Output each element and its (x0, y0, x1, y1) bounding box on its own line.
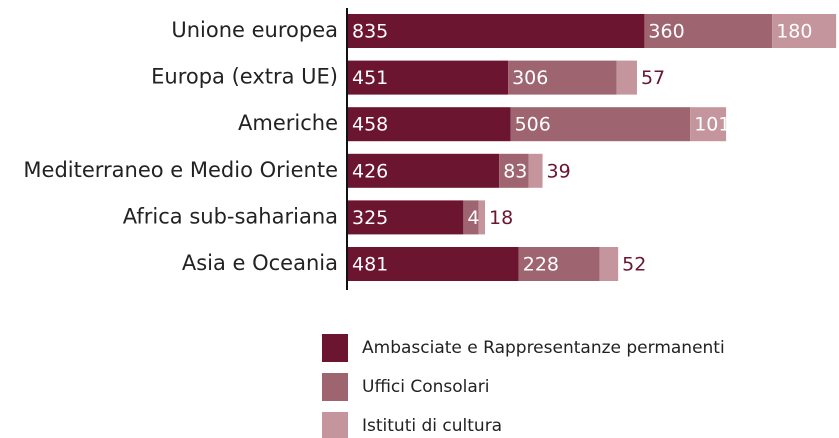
value-label: 101 (694, 114, 730, 136)
value-label: 228 (523, 254, 559, 276)
value-label: 426 (352, 160, 388, 182)
value-label: 180 (776, 21, 812, 43)
bar-segment (508, 60, 617, 95)
category-label: Asia e Oceania (182, 251, 338, 275)
bar-segment (348, 60, 509, 95)
legend-swatch (322, 334, 348, 362)
legend-swatch (322, 412, 348, 438)
value-label: 39 (547, 160, 571, 182)
value-label: 360 (648, 21, 684, 43)
value-label: 451 (352, 67, 388, 89)
bar-segment (463, 200, 479, 235)
bar-segment (528, 153, 543, 188)
value-label: 18 (489, 207, 513, 229)
legend-label: Ambasciate e Rappresentanze permanenti (362, 338, 725, 358)
bar-segment (499, 153, 529, 188)
bar-segment (599, 247, 619, 281)
bar-segment (348, 200, 464, 235)
legend-label: Istituti di cultura (362, 416, 502, 436)
value-label: 325 (352, 207, 388, 229)
value-label: 57 (641, 67, 665, 89)
category-label: Africa sub-sahariana (123, 204, 338, 228)
bar-segment (772, 14, 837, 48)
bar-segment (690, 107, 727, 142)
bar-segment (616, 60, 637, 95)
value-label: 835 (352, 21, 388, 43)
value-label: 306 (512, 67, 548, 89)
bar-segment (348, 107, 511, 142)
value-label: 506 (515, 114, 551, 136)
value-label: 83 (503, 160, 527, 182)
category-label: Europa (extra UE) (151, 65, 338, 89)
bar-segment (348, 153, 500, 188)
bar-segment (644, 14, 773, 48)
category-label: Unione europea (171, 18, 338, 42)
bar-segment (348, 14, 645, 48)
bar-segment (348, 247, 519, 281)
bar-segment (510, 107, 691, 142)
legend-swatch (322, 373, 348, 401)
value-label: 481 (352, 254, 388, 276)
category-label: Mediterraneo e Medio Oriente (23, 158, 338, 182)
bar-segment (478, 200, 486, 235)
bar-segment (518, 247, 600, 281)
value-label: 52 (622, 254, 646, 276)
value-label: 458 (352, 114, 388, 136)
legend-label: Uffici Consolari (362, 377, 490, 397)
category-label: Americhe (238, 111, 338, 135)
